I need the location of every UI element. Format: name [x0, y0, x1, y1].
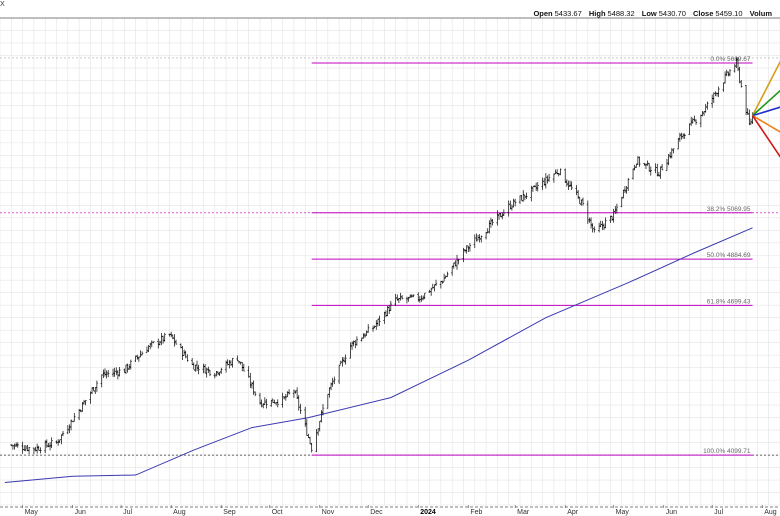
fib-level-label: 50.0% 4884.69 [707, 252, 751, 259]
open-value: 5433.67 [554, 9, 582, 18]
close-value: 5459.10 [715, 9, 743, 18]
projection-ray [752, 114, 780, 133]
x-tick-label: Apr [567, 509, 579, 516]
projection-ray [752, 89, 780, 117]
x-tick-label: Aug [764, 509, 777, 516]
projection-ray [751, 60, 780, 116]
high-label: High [588, 9, 606, 18]
close-label: Close [692, 9, 714, 18]
x-tick-label: Dec [370, 509, 383, 516]
x-tick-label: May [25, 509, 39, 516]
x-tick-label: Jun [75, 509, 86, 516]
fib-level-label: 0.0% 5669.67 [710, 56, 751, 63]
x-tick-label: May [616, 509, 630, 516]
x-tick-label: Nov [322, 509, 335, 516]
moving-average-line [4, 227, 753, 484]
x-tick-label: Jul [123, 509, 132, 516]
high-value: 5488.32 [607, 9, 635, 18]
fib-level-label: 100.0% 4099.71 [703, 448, 751, 455]
fib-level-label: 61.8% 4699.43 [707, 298, 751, 305]
projection-ray [752, 106, 780, 117]
open-label: Open [533, 9, 553, 18]
x-tick-label: Sep [223, 509, 236, 516]
x-tick-label: 2024 [420, 509, 436, 516]
low-value: 5430.70 [658, 9, 686, 18]
x-tick-label: Feb [470, 509, 482, 516]
x-tick-label: Jul [714, 509, 723, 516]
x-tick-label: Mar [517, 509, 530, 516]
low-label: Low [641, 9, 657, 18]
x-tick-label: Oct [272, 509, 283, 516]
volume-label: Volum [749, 9, 772, 18]
ohlc-header: Open 5433.67 High 5488.32 Low 5430.70 Close… [528, 9, 772, 18]
fib-level-label: 38.2% 5069.95 [707, 206, 751, 213]
x-tick-label: Aug [173, 509, 186, 516]
projection-ray [751, 115, 780, 158]
symbol-label: X [0, 1, 5, 8]
x-tick-label: Jun [666, 509, 677, 516]
